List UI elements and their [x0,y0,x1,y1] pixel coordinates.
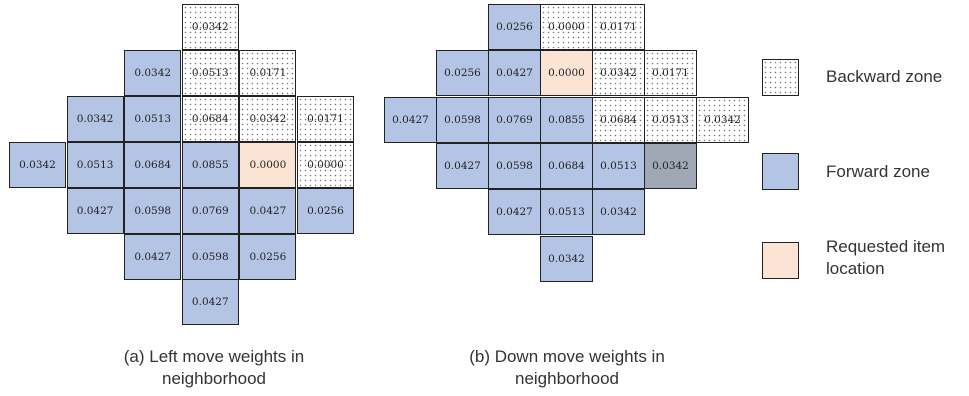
weight-cell-forward: 0.0427 [384,96,437,143]
weight-cell-forward: 0.0342 [540,235,593,282]
weight-cell-backward: 0.0684 [181,95,239,142]
weight-cell-requested: 0.0000 [540,50,593,97]
legend-backward-label: Backward zone [826,67,943,86]
left-caption-line-1: (a) Left move weights in [123,347,305,366]
weight-cell-backward: 0.0513 [181,49,239,96]
weight-cell-backward: 0.0000 [540,4,593,50]
weight-cell-forward: 0.0427 [124,233,182,280]
weight-cell-forward: 0.0427 [488,189,541,236]
weight-cell-backward: 0.0000 [297,141,354,188]
weight-cell-backward: 0.0684 [592,96,645,143]
weight-cell-backward: 0.0171 [644,50,697,97]
legend-requested-label: Requested item location [826,236,945,280]
weight-cell-forward: 0.0256 [488,4,541,50]
weight-cell-forward: 0.0427 [436,142,489,189]
weight-cell-forward: 0.0598 [436,96,489,143]
weight-cell-forward: 0.0427 [66,187,124,234]
legend-forward-label: Forward zone [826,162,930,181]
weight-cell-forward: 0.0427 [488,50,541,97]
legend-requested-label-line-2: location [826,259,885,278]
weight-cell-requested: 0.0000 [239,141,297,188]
weight-cell-forward: 0.0598 [124,187,182,234]
weight-cell-forward: 0.0342 [9,141,66,188]
weight-cell-forward: 0.0769 [181,187,239,234]
weight-cell-backward: 0.0171 [592,4,645,50]
weight-cell-forward: 0.0684 [540,142,593,189]
legend-requested-label-line-1: Requested item [826,237,946,256]
weight-cell-backward: 0.0513 [644,96,697,143]
weight-cell-dark: 0.0342 [644,142,697,189]
weight-cell-forward: 0.0769 [488,96,541,143]
weight-cell-backward: 0.0342 [696,96,749,143]
weight-cell-forward: 0.0256 [239,233,297,280]
weight-cell-backward: 0.0171 [297,95,354,142]
weight-cell-forward: 0.0256 [436,50,489,97]
weight-cell-forward: 0.0513 [592,142,645,189]
weight-cell-forward: 0.0855 [540,96,593,143]
weight-cell-backward: 0.0171 [239,49,297,96]
weight-cell-forward: 0.0855 [181,141,239,188]
weight-cell-forward: 0.0513 [124,95,182,142]
legend-backward-swatch [762,59,799,96]
right-grid-caption: (b) Down move weights in neighborhood [417,346,717,390]
right-caption-line-2: neighborhood [515,369,619,388]
weight-cell-forward: 0.0342 [66,95,124,142]
weight-cell-backward: 0.0342 [181,4,239,50]
weight-cell-forward: 0.0427 [239,187,297,234]
weight-cell-forward: 0.0342 [124,49,182,96]
right-caption-line-1: (b) Down move weights in [469,347,665,366]
weight-cell-forward: 0.0598 [181,233,239,280]
weight-cell-forward: 0.0598 [488,142,541,189]
weight-cell-forward: 0.0342 [592,189,645,236]
left-grid-caption: (a) Left move weights in neighborhood [64,346,364,390]
weight-cell-backward: 0.0342 [592,50,645,97]
legend-forward-swatch [762,153,799,190]
weight-cell-forward: 0.0513 [66,141,124,188]
legend-requested-swatch [762,242,799,279]
weight-cell-forward: 0.0427 [181,279,239,326]
weight-cell-forward: 0.0513 [540,189,593,236]
weight-cell-backward: 0.0342 [239,95,297,142]
left-caption-line-2: neighborhood [162,369,266,388]
weight-cell-forward: 0.0256 [297,187,354,234]
weight-cell-forward: 0.0684 [124,141,182,188]
